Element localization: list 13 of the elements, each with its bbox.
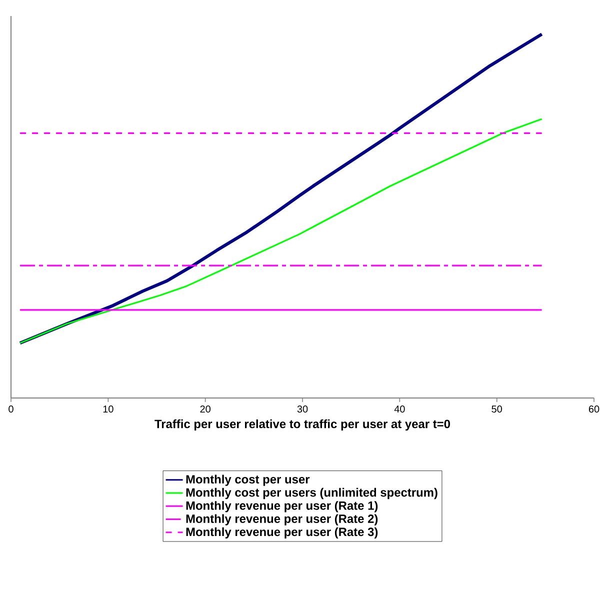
x-tick-label: 20 [200, 406, 210, 413]
legend-label: Monthly cost per user [186, 474, 310, 486]
x-axis-title: Traffic per user relative to traffic per user at year t=0 [154, 419, 450, 431]
legend-label: Monthly revenue per user (Rate 1) [186, 501, 378, 512]
x-tick-label: 0 [8, 406, 14, 413]
x-tick-label: 50 [492, 406, 502, 413]
x-tick-label: 10 [103, 406, 114, 413]
x-tick-label: 60 [588, 406, 600, 413]
legend-label: Monthly revenue per user (Rate 3) [186, 527, 378, 538]
x-tick-label: 30 [297, 406, 308, 413]
x-tick-label: 40 [394, 406, 405, 413]
legend-label: Monthly cost per users (unlimited spectrum) [186, 488, 438, 500]
legend-label: Monthly revenue per user (Rate 2) [186, 514, 378, 526]
